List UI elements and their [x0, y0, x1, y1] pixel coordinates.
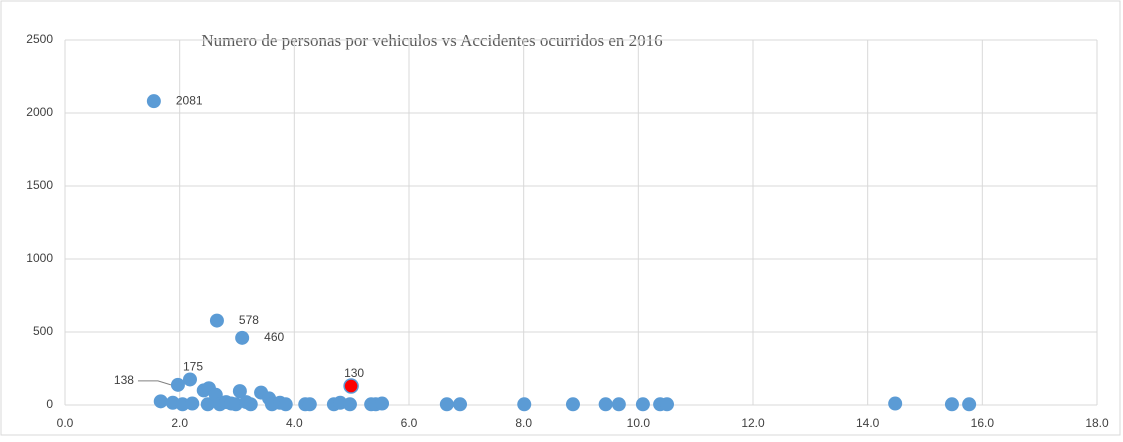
point [146, 94, 161, 109]
point [200, 397, 215, 412]
x-tick-label: 14.0 [856, 416, 880, 430]
point [343, 378, 359, 394]
x-tick-label: 4.0 [286, 416, 303, 430]
point [660, 397, 674, 412]
x-tick-label: 8.0 [515, 416, 532, 430]
point [611, 397, 626, 412]
point [944, 397, 959, 412]
leader-line [137, 380, 172, 386]
x-tick-label: 0.0 [57, 416, 74, 430]
point [278, 397, 293, 412]
point [453, 397, 468, 412]
point [185, 396, 200, 411]
x-tick-label: 6.0 [401, 416, 418, 430]
point [243, 397, 258, 412]
point [635, 397, 650, 412]
data-label: 2081 [176, 93, 203, 107]
point [170, 377, 185, 392]
point [439, 397, 454, 412]
data-label: 130 [344, 366, 364, 380]
point [235, 330, 250, 345]
point [888, 396, 903, 411]
x-tick-label: 10.0 [627, 416, 651, 430]
data-label: 460 [264, 330, 284, 344]
y-tick-label: 1000 [26, 251, 53, 265]
point [598, 397, 613, 412]
x-tick-label: 18.0 [1085, 416, 1109, 430]
data-label: 578 [239, 313, 259, 327]
point [209, 313, 224, 328]
x-tick-label: 16.0 [971, 416, 995, 430]
point [375, 396, 390, 411]
x-tick-label: 2.0 [171, 416, 188, 430]
point [153, 394, 168, 409]
point [182, 372, 197, 387]
x-tick-label: 12.0 [741, 416, 765, 430]
data-label: 175 [183, 360, 203, 374]
y-tick-label: 500 [33, 324, 53, 338]
point [302, 397, 317, 412]
y-tick-label: 2500 [26, 32, 53, 46]
point [565, 397, 580, 412]
y-tick-label: 1500 [26, 178, 53, 192]
y-tick-label: 0 [46, 397, 53, 411]
data-label: 138 [114, 373, 134, 387]
point [342, 397, 357, 412]
point [232, 384, 247, 399]
point [962, 397, 977, 412]
point [517, 397, 532, 412]
y-tick-label: 2000 [26, 105, 53, 119]
